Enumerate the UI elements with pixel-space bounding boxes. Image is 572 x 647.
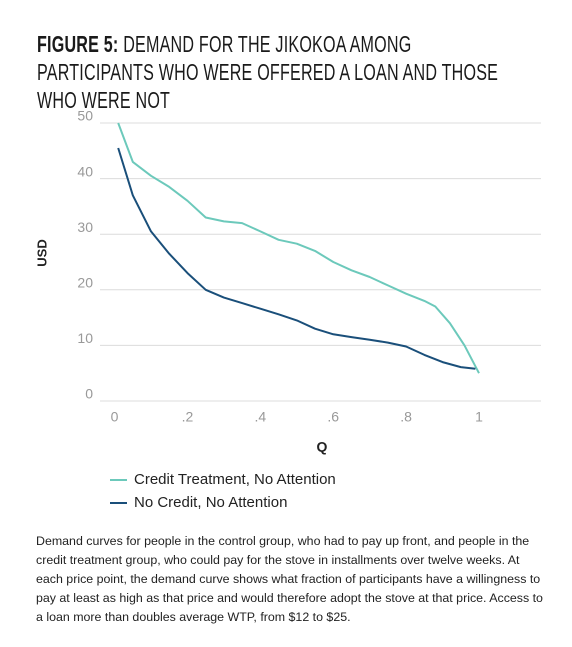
y-tick-label: 30 (77, 219, 93, 235)
x-axis-label: Q (317, 439, 328, 455)
y-tick-label: 40 (77, 163, 93, 179)
x-tick-label: .8 (400, 409, 412, 425)
chart: USD Q 0 10 20 30 40 50 0 .2 .4 .6 .8 1 Credit Treatm… (34, 108, 541, 511)
figure-label: FIGURE 5: (37, 31, 119, 57)
x-tick-label: .4 (255, 409, 267, 425)
chart-title: FIGURE 5: DEMAND FOR THE JIKOKOA AMONG P… (37, 30, 527, 114)
x-tick-label: 0 (111, 409, 119, 425)
series-line (117, 122, 480, 374)
series-line (117, 147, 476, 370)
y-tick-label: 0 (85, 386, 93, 402)
y-axis-label: USD (34, 239, 49, 266)
x-tick-label: .2 (182, 409, 194, 425)
y-tick-label: 50 (77, 108, 93, 124)
y-tick-label: 10 (77, 330, 93, 346)
x-tick-label: 1 (475, 409, 483, 425)
x-tick-label: .6 (327, 409, 339, 425)
legend-label: Credit Treatment, No Attention (134, 471, 336, 488)
legend-label: No Credit, No Attention (134, 494, 287, 511)
title-text: DEMAND FOR THE JIKOKOA AMONG PARTICIPANT… (37, 31, 499, 113)
y-tick-label: 20 (77, 275, 93, 291)
caption: Demand curves for people in the control … (36, 534, 543, 624)
